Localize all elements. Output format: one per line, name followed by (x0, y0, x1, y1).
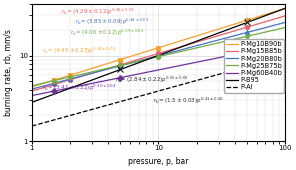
P-Mg20B80b (244, 32, 247, 34)
Y-axis label: burning rate, rb, mm/s: burning rate, rb, mm/s (4, 29, 13, 116)
P-Mg15B85b (181, 45, 184, 47)
P-Mg20B80b (260, 28, 263, 30)
P-Al (181, 83, 184, 85)
P-Mg10B90b (30, 86, 34, 88)
P-Mg10B90b (260, 15, 263, 17)
P-Mg10B90b (185, 38, 189, 40)
P-Mg10B90b (181, 39, 184, 41)
P-Mg25B75b (31, 84, 35, 87)
P-Mg15B85b (30, 90, 34, 92)
Text: $r_b=(3.41\pm0.32)p^{0.30\pm0.04}$: $r_b=(3.41\pm0.32)p^{0.30\pm0.04}$ (42, 82, 117, 92)
P-Mg10B90b (283, 7, 287, 9)
P-Mg20B80b (31, 88, 35, 90)
P-Mg15B85b (31, 90, 35, 92)
P-Mg60B40b (260, 48, 263, 50)
P-Mg60B40b (244, 51, 247, 53)
P-Mg60B40b (185, 63, 189, 65)
P-Al (244, 66, 247, 68)
P-B95 (180, 46, 184, 48)
P-Mg20B80b (181, 48, 184, 50)
P-Mg15B85b (180, 46, 184, 48)
Text: $r_b=(4.06\pm0.12)p^{0.39\pm0.02}$: $r_b=(4.06\pm0.12)p^{0.39\pm0.02}$ (70, 28, 144, 38)
P-Mg25B75b (30, 85, 34, 87)
Line: P-Mg25B75b: P-Mg25B75b (32, 28, 285, 86)
P-Mg15B85b (244, 27, 247, 29)
P-Mg60B40b (180, 64, 184, 66)
P-Mg25B75b (260, 32, 263, 34)
P-B95 (31, 101, 35, 103)
P-Mg10B90b (180, 39, 184, 41)
P-Al (30, 125, 34, 127)
P-B95 (283, 7, 287, 9)
P-Mg20B80b (283, 21, 287, 23)
P-Mg25B75b (180, 50, 184, 52)
Text: $r_b=(2.84\pm0.22)p^{0.55\pm0.05}$: $r_b=(2.84\pm0.22)p^{0.55\pm0.05}$ (115, 75, 189, 85)
Text: $r_b=(3.85\pm0.09)p^{0.44\pm0.03}$: $r_b=(3.85\pm0.09)p^{0.44\pm0.03}$ (75, 17, 149, 27)
P-Mg60B40b (181, 64, 184, 66)
P-B95 (260, 16, 263, 18)
Line: P-Mg60B40b: P-Mg60B40b (32, 44, 285, 96)
P-Mg10B90b (244, 20, 247, 22)
P-Al (31, 125, 35, 127)
P-Mg15B85b (185, 44, 189, 46)
Text: $r_b=(1.5\pm0.03)p^{0.41\pm0.00}$: $r_b=(1.5\pm0.03)p^{0.41\pm0.00}$ (153, 95, 224, 106)
X-axis label: pressure, p, bar: pressure, p, bar (128, 157, 189, 166)
P-Al (260, 62, 263, 64)
Text: $r_b=(4.45\pm0.23)p^{0.34\pm0.03}$: $r_b=(4.45\pm0.23)p^{0.34\pm0.03}$ (42, 46, 116, 56)
P-B95 (244, 22, 247, 24)
Line: P-Mg20B80b: P-Mg20B80b (32, 22, 285, 89)
P-Mg25B75b (244, 36, 247, 38)
P-Mg15B85b (260, 22, 263, 24)
P-Mg20B80b (180, 49, 184, 51)
P-Al (180, 83, 184, 86)
P-Mg20B80b (185, 47, 189, 49)
Text: $r_b=(4.29\pm0.12)p^{0.46\pm0.03}$: $r_b=(4.29\pm0.12)p^{0.46\pm0.03}$ (61, 7, 135, 17)
P-Mg10B90b (31, 86, 35, 88)
P-B95 (181, 45, 184, 47)
Line: P-Mg15B85b: P-Mg15B85b (32, 16, 285, 91)
P-B95 (185, 44, 189, 46)
P-Mg20B80b (30, 88, 34, 90)
Legend: P-Mg10B90b, P-Mg15B85b, P-Mg20B80b, P-Mg25B75b, P-Mg60B40b, P-B95, P-Al: P-Mg10B90b, P-Mg15B85b, P-Mg20B80b, P-Mg… (224, 39, 284, 93)
P-Mg60B40b (31, 94, 35, 96)
P-Mg25B75b (283, 27, 287, 29)
P-Mg60B40b (30, 95, 34, 97)
Line: P-Mg10B90b: P-Mg10B90b (32, 8, 285, 87)
P-Mg60B40b (283, 43, 287, 45)
P-Mg25B75b (185, 49, 189, 51)
P-Al (185, 82, 189, 84)
P-Mg15B85b (283, 15, 287, 17)
Line: P-Al: P-Al (32, 56, 285, 126)
P-Al (283, 55, 287, 57)
P-Mg25B75b (181, 50, 184, 52)
Line: P-B95: P-B95 (32, 8, 285, 102)
P-B95 (30, 101, 34, 103)
